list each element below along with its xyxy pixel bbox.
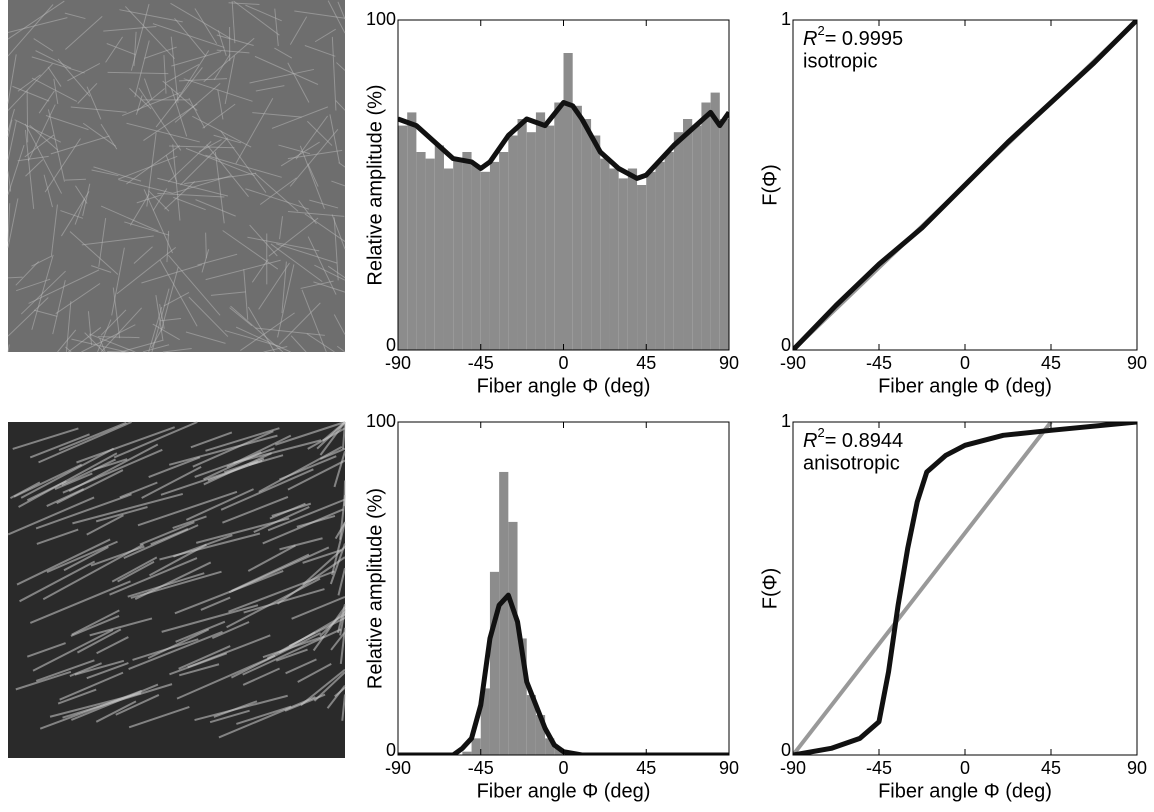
bar xyxy=(490,572,499,755)
r-symbol: R xyxy=(803,28,817,50)
bar xyxy=(665,152,674,350)
x-tick-label: 90 xyxy=(719,758,739,778)
bar xyxy=(508,522,517,755)
annotation: R2= 0.8944 xyxy=(803,425,903,452)
fiber xyxy=(344,480,345,506)
bar xyxy=(398,126,407,350)
bar xyxy=(407,112,416,350)
bar xyxy=(711,93,720,350)
bar xyxy=(444,169,453,351)
y-tick-label: 0 xyxy=(781,740,791,760)
x-axis-label: Fiber angle Φ (deg) xyxy=(477,780,651,802)
bar xyxy=(453,159,462,350)
bar xyxy=(518,119,527,350)
annotation-note: isotropic xyxy=(803,50,877,72)
bar xyxy=(472,165,481,350)
y-axis-label: F(Φ) xyxy=(759,164,781,206)
line xyxy=(398,595,729,755)
x-tick-label: 0 xyxy=(960,758,970,778)
bar xyxy=(462,152,471,350)
bar xyxy=(619,178,628,350)
r-symbol: R xyxy=(803,430,817,452)
exponent: 2 xyxy=(817,23,824,38)
x-tick-label: 0 xyxy=(558,758,568,778)
bar xyxy=(692,126,701,350)
x-tick-label: -45 xyxy=(468,353,494,373)
exponent: 2 xyxy=(817,425,824,440)
bar xyxy=(564,53,573,350)
plot-area xyxy=(398,53,729,350)
bar xyxy=(655,162,664,350)
x-tick-label: 90 xyxy=(1127,758,1147,778)
x-tick-label: -90 xyxy=(385,758,411,778)
x-axis-label: Fiber angle Φ (deg) xyxy=(878,375,1052,397)
bar xyxy=(646,172,655,350)
bar xyxy=(426,159,435,350)
x-tick-label: 45 xyxy=(1041,758,1061,778)
fiber xyxy=(27,90,28,142)
x-tick-label: 45 xyxy=(1041,353,1061,373)
axes-box xyxy=(398,422,729,755)
bar xyxy=(609,169,618,351)
x-tick-label: -90 xyxy=(780,758,806,778)
bar xyxy=(527,132,536,350)
bar xyxy=(536,112,545,350)
y-tick-label: 0 xyxy=(781,335,791,355)
bar xyxy=(591,136,600,351)
bar xyxy=(674,132,683,350)
bar xyxy=(720,119,729,350)
bar xyxy=(508,136,517,351)
r2-value: = 0.8944 xyxy=(825,430,903,452)
bar xyxy=(499,152,508,350)
bar xyxy=(435,145,444,350)
y-axis-label: F(Φ) xyxy=(759,568,781,610)
r2-value: = 0.9995 xyxy=(825,28,903,50)
annotation: R2= 0.9995 xyxy=(803,23,903,50)
bar xyxy=(582,119,591,350)
fiber xyxy=(206,233,207,259)
x-tick-label: 45 xyxy=(636,758,656,778)
x-tick-label: 90 xyxy=(1127,353,1147,373)
x-tick-label: 0 xyxy=(558,353,568,373)
bar xyxy=(573,106,582,350)
panel: -90 -45 0 45 90 0 100 Fiber angle Φ (deg) Relati… xyxy=(364,411,739,803)
x-tick-label: -45 xyxy=(866,353,892,373)
panel: -90 -45 0 45 90 0 1 Fiber angle Φ (deg) F(Φ) R2= … xyxy=(759,9,1147,398)
y-tick-label: 1 xyxy=(781,411,791,431)
x-tick-label: 0 xyxy=(960,353,970,373)
panel: -90 -45 0 45 90 0 1 Fiber angle Φ (deg) F(Φ) R2= … xyxy=(759,411,1147,803)
bar xyxy=(545,126,554,350)
y-tick-label: 100 xyxy=(366,411,396,431)
y-tick-label: 1 xyxy=(781,9,791,29)
bar xyxy=(554,103,563,351)
bar xyxy=(637,185,646,350)
bar xyxy=(683,119,692,350)
x-axis-label: Fiber angle Φ (deg) xyxy=(878,780,1052,802)
bar xyxy=(499,472,508,755)
x-tick-label: 90 xyxy=(719,353,739,373)
y-tick-label: 100 xyxy=(366,9,396,29)
y-axis-label: Relative amplitude (%) xyxy=(364,488,386,689)
x-tick-label: -45 xyxy=(468,758,494,778)
plot-area xyxy=(398,472,729,755)
bar xyxy=(490,162,499,350)
x-tick-label: -90 xyxy=(780,353,806,373)
bar xyxy=(628,169,637,351)
bar xyxy=(472,738,481,755)
y-tick-label: 0 xyxy=(386,335,396,355)
x-axis-label: Fiber angle Φ (deg) xyxy=(477,375,651,397)
bar xyxy=(600,159,609,350)
y-tick-label: 0 xyxy=(386,740,396,760)
x-tick-label: 45 xyxy=(636,353,656,373)
bar xyxy=(701,103,710,351)
bar xyxy=(481,172,490,350)
panel: -90 -45 0 45 90 0 100 Fiber angle Φ (deg) Relati… xyxy=(364,9,739,398)
x-tick-label: -45 xyxy=(866,758,892,778)
x-tick-label: -90 xyxy=(385,353,411,373)
bar xyxy=(416,152,425,350)
annotation-note: anisotropic xyxy=(803,452,900,474)
y-axis-label: Relative amplitude (%) xyxy=(364,84,386,285)
